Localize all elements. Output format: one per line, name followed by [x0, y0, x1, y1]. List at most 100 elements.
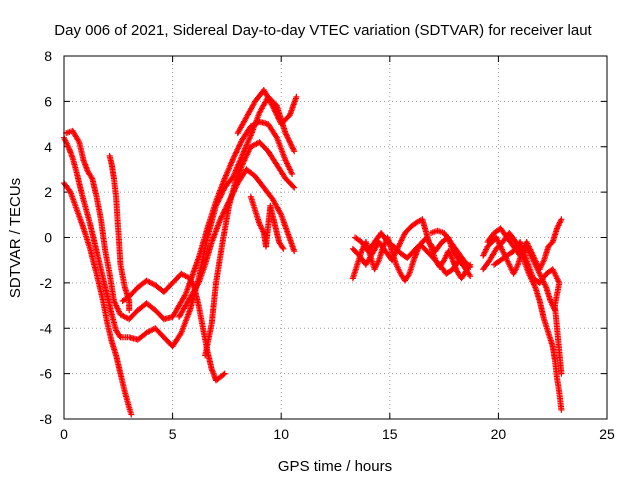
data-point: [283, 158, 296, 177]
x-tick-label: 10: [273, 426, 289, 442]
data-point: [274, 163, 289, 182]
data-point: [554, 326, 563, 354]
data-point: [543, 285, 554, 304]
data-point: [81, 227, 94, 252]
x-tick-label: 15: [382, 426, 398, 442]
data-point: [403, 223, 415, 235]
data-point: [532, 285, 543, 304]
y-tick-label: 2: [44, 184, 52, 200]
data-point: [70, 156, 80, 177]
data-point: [117, 263, 128, 291]
data-point: [418, 242, 430, 255]
data-point: [117, 372, 128, 395]
data-point: [106, 272, 117, 304]
data-point: [96, 258, 107, 282]
data-point: [98, 217, 109, 255]
series-track-2: [61, 93, 298, 350]
y-tick-label: -6: [40, 366, 53, 382]
data-point: [537, 299, 547, 323]
data-point: [461, 258, 474, 270]
x-tick-label: 0: [60, 426, 68, 442]
data-point: [541, 317, 552, 336]
data-point: [266, 122, 280, 141]
y-tick-label: -8: [40, 411, 53, 427]
data-point: [524, 258, 537, 282]
data-point: [257, 119, 272, 128]
data-point: [208, 279, 219, 326]
data-point: [179, 271, 193, 282]
data-point: [204, 198, 219, 230]
data-point: [196, 261, 209, 285]
data-point: [405, 248, 417, 260]
data-point: [278, 213, 291, 236]
data-point: [213, 239, 226, 285]
data-point: [556, 349, 565, 377]
data-point: [283, 131, 298, 155]
data-point: [109, 163, 117, 182]
data-point: [494, 239, 506, 251]
data-point: [351, 247, 363, 259]
data-point: [89, 177, 100, 200]
data-point: [176, 302, 189, 319]
data-point: [385, 239, 398, 250]
data-point: [153, 326, 167, 341]
data-point: [554, 376, 563, 395]
data-point: [145, 278, 159, 289]
x-axis-label: GPS time / hours: [278, 458, 392, 475]
data-point: [196, 225, 211, 260]
data-point: [485, 230, 498, 244]
data-point: [87, 222, 98, 245]
data-point: [498, 252, 511, 263]
data-point: [450, 257, 463, 271]
data-point: [113, 354, 124, 377]
data-point: [87, 247, 100, 277]
data-point: [424, 249, 437, 261]
data-point: [196, 304, 206, 332]
data-point: [485, 239, 495, 249]
data-point: [272, 222, 282, 245]
data-point: [126, 406, 135, 418]
data-point: [93, 195, 104, 223]
y-tick-label: -2: [40, 275, 53, 291]
data-point: [266, 149, 280, 168]
data-point: [170, 302, 183, 319]
data-points: [61, 87, 565, 418]
data-point: [492, 257, 504, 267]
series-track-3: [63, 118, 296, 323]
series-track-13: [428, 227, 474, 270]
data-point: [379, 231, 391, 245]
data-point: [442, 231, 454, 245]
data-point: [233, 157, 248, 183]
data-point: [202, 320, 215, 357]
data-point: [209, 216, 224, 244]
data-point: [104, 322, 115, 345]
data-point: [91, 240, 102, 264]
data-point: [183, 291, 196, 308]
data-point: [111, 177, 120, 200]
data-point: [76, 140, 87, 164]
data-point: [64, 127, 76, 136]
y-axis-label: SDTVAR / TECUs: [7, 178, 24, 298]
data-point: [162, 279, 176, 294]
y-tick-label: 6: [44, 93, 52, 109]
series-track-12: [352, 230, 463, 277]
y-tick-label: 8: [44, 48, 52, 64]
data-point: [231, 152, 246, 178]
data-point: [253, 174, 267, 191]
axis-ticks: 0 5 10 15 20 25 -8 -6 -4 -2 0 2 4 6 8: [40, 48, 615, 442]
series-track-9: [247, 193, 287, 252]
data-point: [507, 231, 519, 245]
data-point: [287, 93, 300, 117]
data-point: [244, 98, 259, 119]
data-point: [552, 358, 560, 382]
data-point: [261, 88, 276, 109]
data-point: [242, 143, 254, 162]
data-point: [113, 195, 124, 268]
data-point: [550, 225, 560, 244]
data-point: [276, 240, 287, 252]
data-point: [431, 256, 443, 268]
data-point: [481, 257, 493, 271]
data-point: [285, 231, 298, 255]
data-point: [274, 136, 289, 164]
